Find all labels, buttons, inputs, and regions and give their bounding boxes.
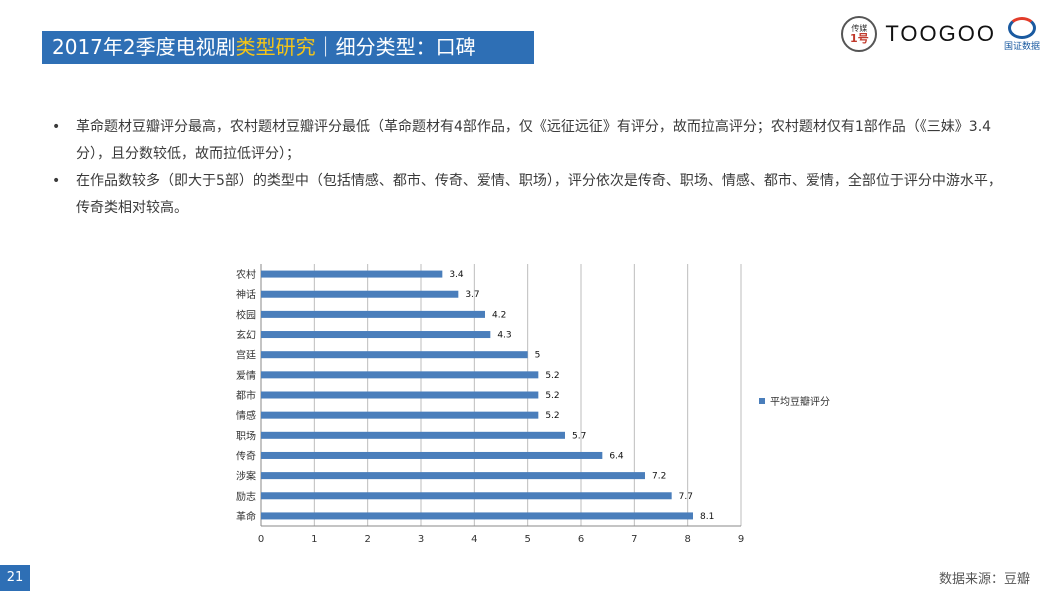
y-tick-label: 励志 xyxy=(236,490,256,503)
guozheng-mark-icon xyxy=(1007,16,1036,39)
bar xyxy=(261,512,693,520)
x-tick-label: 1 xyxy=(311,534,317,545)
bar xyxy=(261,431,565,439)
y-tick-label: 都市 xyxy=(236,389,256,402)
y-tick-label: 校园 xyxy=(236,308,256,321)
x-tick-label: 2 xyxy=(364,534,370,545)
guozheng-logo-text: 国证数据 xyxy=(1003,41,1040,52)
legend-label: 平均豆瓣评分 xyxy=(770,396,830,408)
data-label: 4.2 xyxy=(492,310,506,320)
data-label: 5.7 xyxy=(572,431,586,441)
title-highlight: 类型研究 xyxy=(235,35,316,59)
bullet-dot-icon: • xyxy=(52,173,61,189)
title-suffix: ｜细分类型：口碑 xyxy=(315,35,476,59)
bar xyxy=(261,331,491,339)
y-tick-label: 玄幻 xyxy=(236,329,256,342)
y-tick-label: 涉案 xyxy=(236,470,256,483)
bullet-dot-icon: • xyxy=(52,119,61,135)
y-tick-label: 职场 xyxy=(236,429,256,442)
x-tick-label: 5 xyxy=(524,534,530,545)
bar xyxy=(261,351,528,359)
chuanmei-logo-text: 传媒 xyxy=(851,24,868,33)
y-tick-label: 爱情 xyxy=(236,369,256,382)
guozheng-logo: 国证数据 xyxy=(1003,16,1040,52)
x-tick-label: 7 xyxy=(631,534,637,545)
data-label: 8.1 xyxy=(700,512,714,522)
chuanmei-logo-number: 1号 xyxy=(850,32,869,45)
x-tick-label: 4 xyxy=(471,534,477,545)
y-tick-label: 革命 xyxy=(236,510,256,523)
bullet-text: 革命题材豆瓣评分最高，农村题材豆瓣评分最低（革命题材有4部作品，仅《远征远征》有… xyxy=(76,119,992,162)
chuanmei-logo: 传媒 1号 xyxy=(841,16,878,52)
bar-chart: 0 1 2 3 4 5 6 7 8 9 农村 3.4 神话 3.7 校园 4.2 玄幻 4.3 宫廷 5 爱情 5.2 都市… xyxy=(236,264,830,545)
page-title: 2017年2季度电视剧类型研究｜细分类型：口碑 xyxy=(42,31,534,64)
data-label: 3.4 xyxy=(449,270,464,280)
bar xyxy=(261,492,672,500)
x-tick-label: 9 xyxy=(738,534,744,545)
y-tick-label: 宫廷 xyxy=(236,349,256,362)
y-tick-label: 传奇 xyxy=(236,449,256,462)
data-label: 3.7 xyxy=(465,290,479,300)
data-label: 5.2 xyxy=(545,391,559,401)
data-label: 5 xyxy=(535,351,541,361)
bullet-list: • 革命题材豆瓣评分最高，农村题材豆瓣评分最低（革命题材有4部作品，仅《远征远征》… xyxy=(52,114,1012,222)
legend-marker xyxy=(759,398,765,404)
bar xyxy=(261,391,539,399)
data-source: 数据来源：豆瓣 xyxy=(938,572,1030,587)
bar xyxy=(261,411,539,419)
x-tick-label: 8 xyxy=(684,534,690,545)
y-tick-label: 情感 xyxy=(236,409,256,422)
data-label: 6.4 xyxy=(609,451,624,461)
logo-group: 传媒 1号 TOOGOO 国证数据 xyxy=(841,14,1040,54)
data-label: 5.2 xyxy=(545,371,559,381)
bar xyxy=(261,270,443,278)
page-number: 21 xyxy=(0,565,30,591)
bar xyxy=(261,451,603,459)
data-label: 4.3 xyxy=(497,331,511,341)
bar xyxy=(261,310,485,318)
bar xyxy=(261,472,645,480)
bullet-item: • 在作品数较多（即大于5部）的类型中（包括情感、都市、传奇、爱情、职场），评分依… xyxy=(52,168,1012,222)
x-tick-label: 6 xyxy=(578,534,584,545)
y-tick-label: 农村 xyxy=(236,268,256,281)
x-tick-label: 3 xyxy=(418,534,424,545)
bar xyxy=(261,371,539,379)
data-label: 7.7 xyxy=(679,492,693,502)
bullet-text: 在作品数较多（即大于5部）的类型中（包括情感、都市、传奇、爱情、职场），评分依次… xyxy=(76,173,1002,216)
data-label: 5.2 xyxy=(545,411,559,421)
x-tick-label: 0 xyxy=(258,534,264,545)
toogoo-logo: TOOGOO xyxy=(885,21,996,46)
title-prefix: 2017年2季度电视剧 xyxy=(52,35,236,59)
bar xyxy=(261,290,459,298)
y-tick-label: 神话 xyxy=(236,288,256,301)
data-label: 7.2 xyxy=(652,472,666,482)
bullet-item: • 革命题材豆瓣评分最高，农村题材豆瓣评分最低（革命题材有4部作品，仅《远征远征》… xyxy=(52,114,1012,168)
